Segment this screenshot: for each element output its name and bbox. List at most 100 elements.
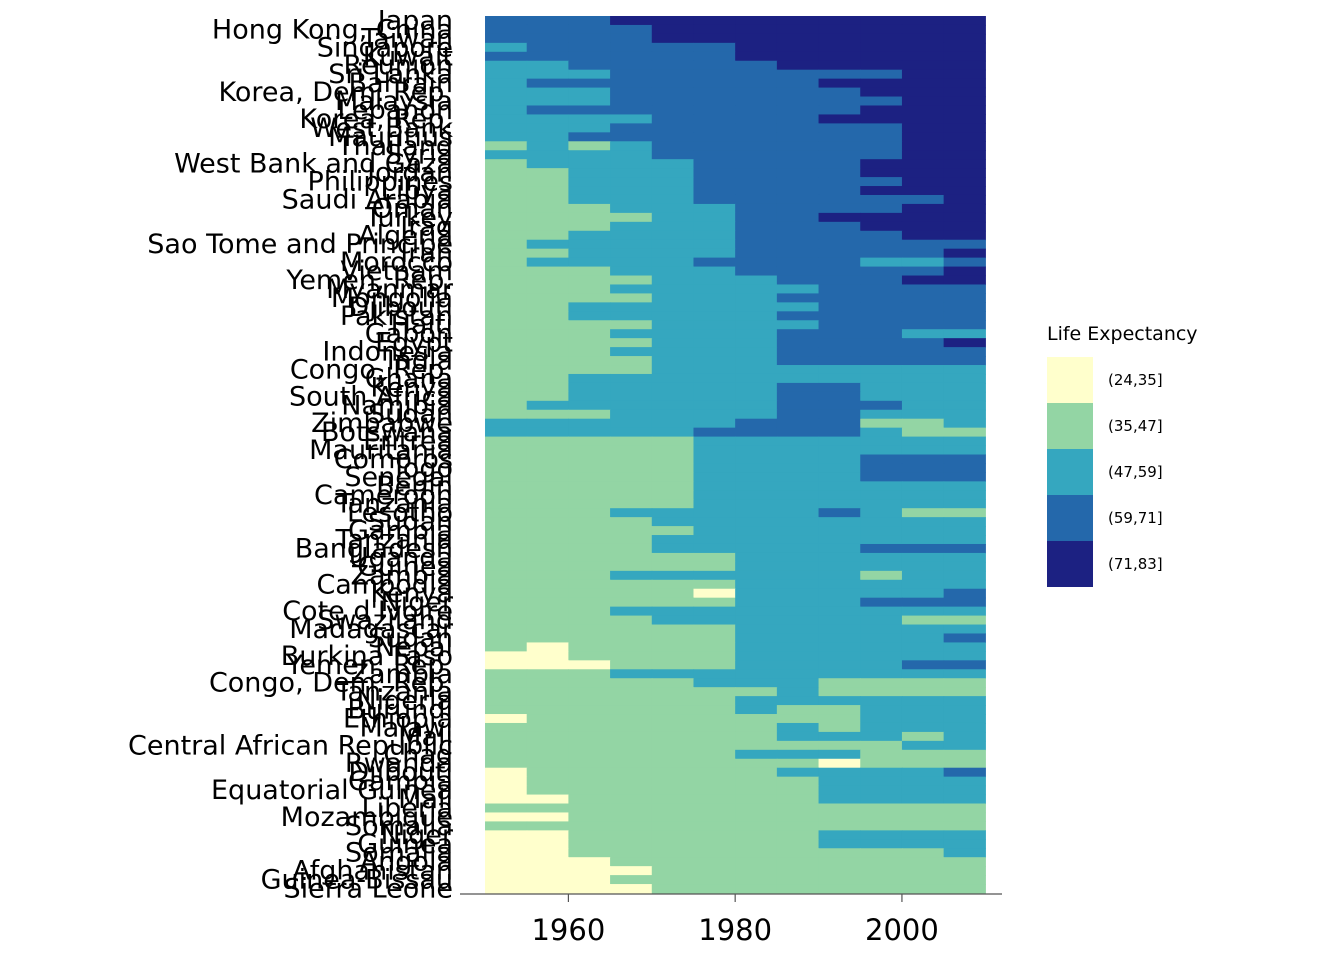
heatmap-cell: [735, 884, 778, 894]
heatmap-cell: [651, 132, 695, 142]
heatmap-cell: [610, 714, 653, 724]
heatmap-cell: [610, 579, 653, 590]
heatmap-cell: [610, 848, 653, 858]
heatmap-cell: [818, 257, 861, 268]
heatmap-cell: [860, 508, 903, 518]
heatmap-cell: [693, 758, 736, 769]
heatmap-cell: [943, 16, 986, 26]
heatmap-cell: [735, 400, 778, 411]
heatmap-cell: [860, 570, 903, 581]
heatmap-cell: [818, 293, 861, 303]
heatmap-cell: [485, 767, 528, 778]
heatmap-cell: [485, 186, 528, 196]
heatmap-cell: [818, 839, 861, 849]
heatmap-cell: [735, 311, 778, 321]
heatmap-cell: [568, 749, 611, 760]
heatmap-cell: [651, 212, 695, 223]
heatmap-cell: [568, 96, 611, 107]
country-label: Chad: [383, 739, 453, 770]
heatmap-cell: [693, 651, 736, 661]
heatmap-cell: [818, 60, 861, 71]
heatmap-cell: [943, 311, 986, 321]
heatmap-cell: [526, 445, 569, 456]
heatmap-cell: [735, 642, 778, 652]
heatmap-cell: [735, 463, 778, 473]
heatmap-cell: [818, 803, 861, 814]
heatmap-cell: [818, 570, 861, 581]
heatmap-cell: [943, 579, 986, 590]
heatmap-cell: [526, 33, 569, 44]
heatmap-cell: [818, 203, 861, 214]
heatmap-cell: [651, 821, 695, 831]
heatmap-cell: [901, 776, 945, 787]
heatmap-cell: [485, 141, 528, 151]
heatmap-cell: [901, 24, 945, 35]
heatmap-cell: [818, 168, 861, 178]
heatmap-cell: [485, 436, 528, 447]
heatmap-cell: [568, 830, 611, 840]
country-label: Pakistan: [340, 301, 453, 332]
heatmap-cell: [651, 660, 695, 670]
heatmap-cell: [735, 293, 778, 303]
heatmap-cell: [860, 275, 903, 286]
heatmap-cell: [776, 16, 820, 26]
heatmap-cell: [943, 678, 986, 688]
country-label: Japan: [376, 5, 453, 36]
heatmap-cell: [526, 427, 569, 438]
heatmap-cell: [485, 347, 528, 357]
country-label: Sudan: [368, 399, 453, 430]
heatmap-cell: [485, 803, 528, 814]
heatmap-cell: [860, 338, 903, 348]
heatmap-cell: [526, 248, 569, 259]
heatmap-cell: [860, 347, 903, 357]
heatmap-cell: [485, 51, 528, 62]
heatmap-cell: [943, 257, 986, 268]
heatmap-cell: [651, 731, 695, 742]
heatmap-cell: [943, 866, 986, 876]
heatmap-cell: [860, 821, 903, 831]
heatmap-cell: [735, 454, 778, 465]
heatmap-cell: [693, 212, 736, 223]
heatmap-cell: [568, 660, 611, 670]
heatmap-cell: [818, 24, 861, 35]
heatmap-cell: [943, 830, 986, 840]
heatmap-cell: [901, 159, 945, 169]
heatmap-cell: [610, 186, 653, 196]
heatmap-cell: [860, 391, 903, 402]
heatmap-cell: [693, 884, 736, 894]
heatmap-cell: [943, 203, 986, 214]
heatmap-cell: [901, 257, 945, 268]
heatmap-cell: [526, 508, 569, 518]
country-label: Madagascar: [289, 614, 454, 645]
heatmap-cell: [901, 543, 945, 554]
heatmap-cell: [568, 499, 611, 509]
heatmap-cell: [526, 785, 569, 796]
heatmap-cell: [485, 463, 528, 473]
heatmap-cell: [610, 597, 653, 608]
heatmap-cell: [610, 347, 653, 357]
heatmap-cell: [818, 490, 861, 500]
heatmap-cell: [735, 356, 778, 366]
heatmap-cell: [610, 669, 653, 679]
heatmap-cell: [568, 159, 611, 169]
heatmap-cell: [693, 418, 736, 429]
heatmap-cell: [651, 481, 695, 491]
country-label: Kuwait: [363, 41, 453, 72]
heatmap-cell: [610, 87, 653, 98]
heatmap-cell: [526, 526, 569, 536]
heatmap-cell: [568, 87, 611, 98]
heatmap-cell: [526, 105, 569, 116]
heatmap-cell: [943, 329, 986, 339]
country-label: Korea, Rep.: [299, 104, 453, 135]
heatmap-cell: [901, 552, 945, 563]
heatmap-cell: [776, 409, 820, 420]
heatmap-cell: [901, 329, 945, 339]
heatmap-cell: [735, 302, 778, 312]
heatmap-cell: [735, 266, 778, 277]
heatmap-cell: [818, 248, 861, 259]
heatmap-cell: [485, 302, 528, 312]
heatmap-cell: [776, 382, 820, 393]
heatmap-cell: [901, 740, 945, 751]
heatmap-cell: [693, 696, 736, 706]
heatmap-cell: [610, 696, 653, 706]
